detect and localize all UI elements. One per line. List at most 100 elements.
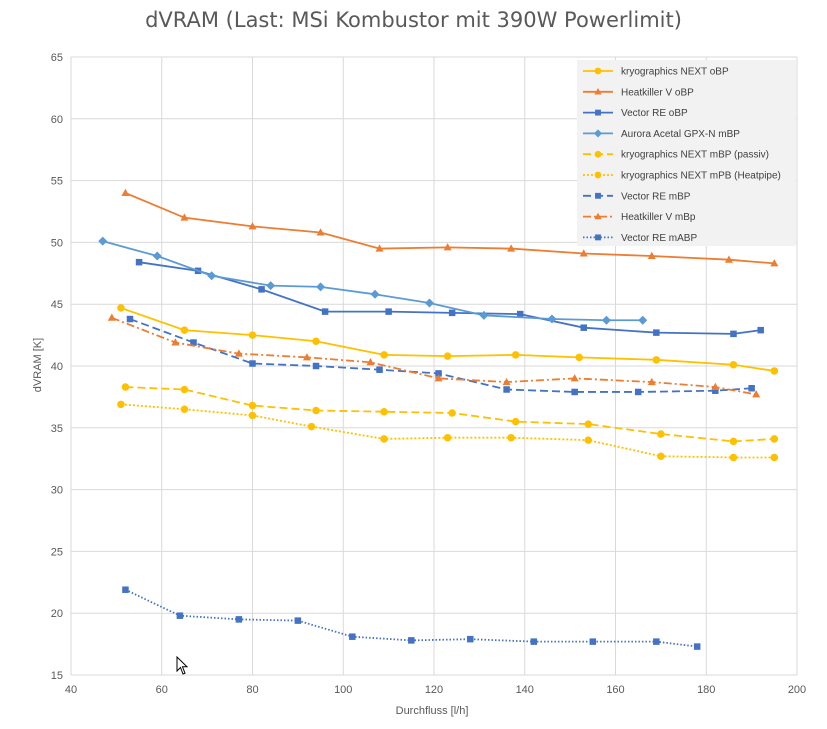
legend-label: Heatkiller V mBp bbox=[621, 212, 696, 223]
data-point bbox=[503, 386, 510, 393]
data-point bbox=[575, 353, 583, 362]
data-point bbox=[321, 308, 329, 315]
data-point bbox=[107, 313, 116, 321]
y-tick-label: 35 bbox=[51, 423, 63, 435]
data-point bbox=[752, 390, 761, 398]
y-tick-label: 20 bbox=[51, 608, 63, 620]
data-point bbox=[479, 310, 489, 320]
data-point bbox=[380, 407, 388, 416]
data-point bbox=[180, 385, 189, 394]
legend-label: kryographics NEXT oBP bbox=[621, 67, 729, 78]
x-tick-label: 40 bbox=[65, 684, 77, 696]
data-point bbox=[207, 271, 217, 281]
data-point bbox=[729, 437, 738, 446]
data-point bbox=[595, 234, 601, 241]
data-point bbox=[579, 249, 588, 257]
y-tick-label: 30 bbox=[51, 485, 63, 497]
data-point bbox=[757, 326, 764, 334]
data-point bbox=[729, 361, 738, 369]
data-point bbox=[652, 356, 661, 364]
series-5 bbox=[117, 400, 779, 462]
legend-label: Vector RE oBP bbox=[621, 108, 688, 119]
mouse-cursor-icon bbox=[176, 656, 189, 675]
data-point bbox=[375, 244, 384, 252]
y-tick-label: 25 bbox=[51, 546, 63, 558]
data-point bbox=[434, 374, 443, 382]
data-point bbox=[467, 635, 474, 643]
data-point bbox=[370, 289, 380, 299]
data-point bbox=[117, 400, 125, 409]
data-point bbox=[730, 330, 737, 338]
data-point bbox=[380, 351, 388, 359]
data-point bbox=[424, 298, 434, 308]
legend-entry: kryographics NEXT mPB (Heatpipe) bbox=[583, 171, 781, 182]
data-point bbox=[594, 150, 602, 158]
series-line bbox=[102, 240, 643, 322]
data-point bbox=[248, 222, 257, 230]
data-point bbox=[266, 281, 276, 291]
data-point bbox=[307, 422, 316, 431]
data-point bbox=[594, 171, 602, 179]
data-point bbox=[448, 409, 456, 417]
data-point bbox=[647, 251, 656, 259]
legend-entry: Vector RE mBP bbox=[583, 191, 691, 202]
data-point bbox=[589, 638, 597, 645]
data-point bbox=[594, 67, 602, 75]
data-point bbox=[580, 324, 587, 331]
x-tick-label: 160 bbox=[606, 684, 624, 696]
data-point bbox=[176, 612, 184, 619]
data-point bbox=[171, 338, 180, 346]
x-tick-label: 60 bbox=[156, 684, 168, 696]
series-layer bbox=[98, 188, 779, 650]
data-point bbox=[693, 643, 701, 650]
y-tick-label: 55 bbox=[51, 176, 63, 188]
data-point bbox=[249, 360, 256, 367]
data-point bbox=[712, 387, 719, 394]
data-point bbox=[435, 370, 442, 377]
data-point bbox=[516, 310, 524, 318]
data-point bbox=[448, 309, 456, 317]
y-axis-label: dVRAM [K] bbox=[32, 338, 44, 392]
data-point bbox=[601, 315, 611, 325]
data-point bbox=[152, 251, 162, 261]
data-point bbox=[647, 377, 656, 386]
data-point bbox=[724, 255, 733, 263]
y-tick-label: 50 bbox=[51, 237, 63, 249]
data-point bbox=[135, 258, 143, 266]
legend-entry: kryographics NEXT oBP bbox=[583, 67, 729, 78]
data-point bbox=[770, 453, 779, 462]
data-point bbox=[312, 406, 320, 415]
legend-label: Aurora Acetal GPX-N mBP bbox=[621, 129, 740, 140]
data-point bbox=[584, 420, 593, 428]
data-point bbox=[312, 362, 320, 370]
x-tick-label: 80 bbox=[246, 684, 258, 696]
x-tick-label: 200 bbox=[788, 684, 806, 696]
x-tick-label: 120 bbox=[425, 684, 443, 696]
data-point bbox=[657, 452, 665, 460]
data-point bbox=[711, 382, 720, 391]
data-point bbox=[126, 315, 134, 323]
series-1 bbox=[121, 188, 779, 267]
data-point bbox=[312, 337, 320, 346]
legend-entry: Vector RE oBP bbox=[583, 108, 688, 119]
legend-entry: kryographics NEXT mBP (passiv) bbox=[583, 150, 769, 161]
data-point bbox=[294, 617, 302, 624]
data-point bbox=[770, 259, 779, 267]
data-point bbox=[502, 377, 511, 386]
y-tick-label: 40 bbox=[51, 361, 63, 373]
grid-lines bbox=[70, 56, 798, 676]
data-point bbox=[121, 188, 130, 196]
series-6 bbox=[126, 315, 755, 396]
data-point bbox=[117, 304, 125, 312]
data-point bbox=[547, 314, 557, 324]
data-point bbox=[748, 384, 755, 392]
y-tick-label: 45 bbox=[51, 299, 63, 311]
data-point bbox=[385, 308, 392, 315]
data-point bbox=[376, 366, 383, 373]
data-point bbox=[593, 129, 603, 138]
legend-entry: Aurora Acetal GPX-N mBP bbox=[583, 129, 740, 140]
legend-entry: Heatkiller V mBp bbox=[583, 212, 696, 223]
series-4 bbox=[121, 383, 779, 446]
series-2 bbox=[135, 258, 764, 338]
series-line bbox=[120, 307, 775, 372]
